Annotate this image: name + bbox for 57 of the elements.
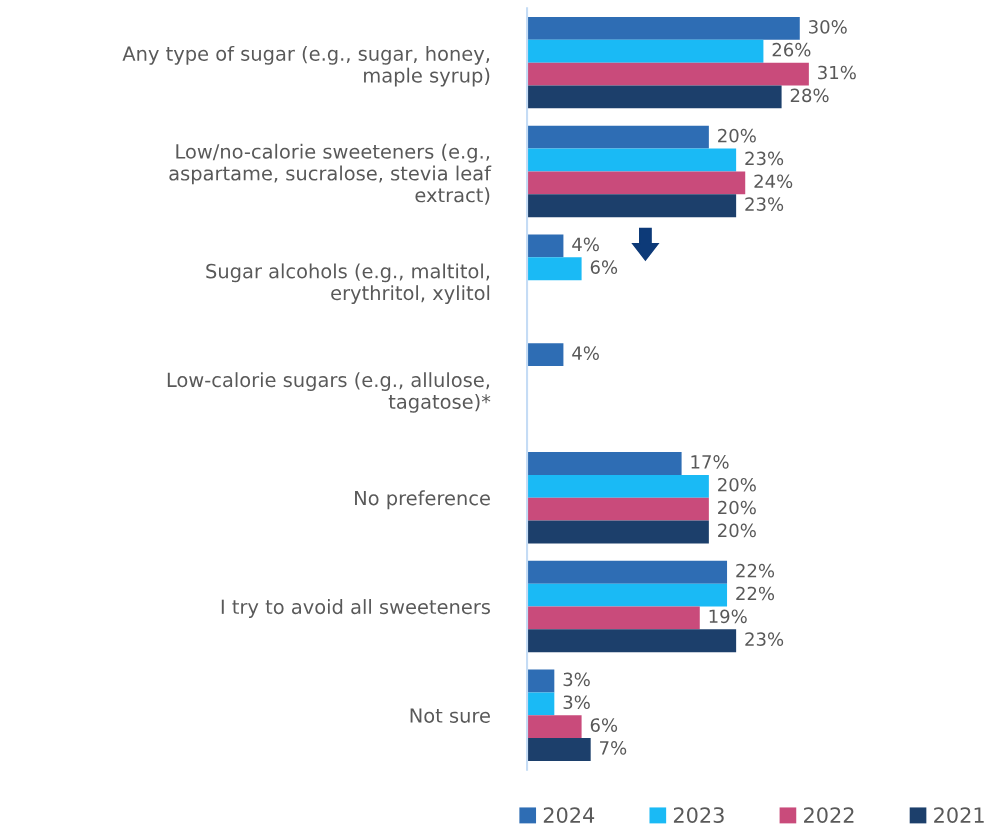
data-label: 20% <box>718 500 756 515</box>
data-label: 28% <box>790 88 829 103</box>
data-label: 7% <box>600 741 627 755</box>
y-tick-label: Low-calorie sugars (e.g., allulose, tagatose)* <box>167 372 491 413</box>
bar <box>527 452 682 475</box>
bar <box>527 234 564 258</box>
data-label: 31% <box>818 65 856 80</box>
data-label: 20% <box>718 477 756 492</box>
y-tick-label: I try to avoid all sweeteners <box>221 599 490 618</box>
bar <box>527 343 564 367</box>
bar <box>527 692 555 716</box>
data-label: 20% <box>718 523 756 538</box>
data-label: 6% <box>590 260 618 275</box>
bar <box>527 85 782 109</box>
data-label: 30% <box>809 20 847 34</box>
data-label: 20% <box>718 128 756 143</box>
bar <box>527 39 764 63</box>
bar <box>527 474 709 498</box>
bar <box>527 171 746 195</box>
data-label: 19% <box>709 609 747 624</box>
data-label: 23% <box>745 151 784 166</box>
legend-label: 2023 <box>673 807 724 823</box>
y-tick-label: No preference <box>355 490 490 510</box>
legend-label: 2022 <box>804 807 854 823</box>
bar <box>527 606 700 630</box>
data-label: 23% <box>745 632 784 646</box>
data-label: 24% <box>754 174 793 189</box>
bar <box>527 629 737 653</box>
data-label: 26% <box>772 42 811 57</box>
y-tick-label: Sugar alcohols (e.g., maltitol, erythritol, xylitol <box>206 263 490 304</box>
y-tick-label: Any type of sugar (e.g., sugar, honey, maple syrup) <box>122 45 490 87</box>
data-label: 6% <box>590 718 618 732</box>
bar <box>527 497 709 521</box>
bar <box>527 669 555 693</box>
y-tick-label: Not sure <box>410 708 490 723</box>
bar <box>527 125 709 149</box>
data-label: 17% <box>691 455 729 469</box>
bar <box>527 520 709 544</box>
legend-label: 2024 <box>543 807 595 823</box>
data-label: 3% <box>563 695 590 710</box>
bar <box>527 738 591 761</box>
data-label: 22% <box>736 586 775 601</box>
bar <box>527 560 728 584</box>
bar <box>527 194 737 218</box>
bar <box>527 257 582 281</box>
data-label: 23% <box>745 197 784 211</box>
data-label: 4% <box>572 346 599 360</box>
y-tick-label: Low/no-calorie sweeteners (e.g., aspartame, sucralose, stevia leaf extract) <box>169 143 492 205</box>
data-label: 4% <box>572 237 599 252</box>
bar <box>527 148 737 172</box>
bar <box>527 17 800 40</box>
data-label: 3% <box>563 672 590 687</box>
bar <box>527 62 809 86</box>
legend-label: 2021 <box>934 807 984 823</box>
bar <box>527 715 582 739</box>
data-label: 22% <box>736 563 775 578</box>
bar <box>527 583 728 607</box>
